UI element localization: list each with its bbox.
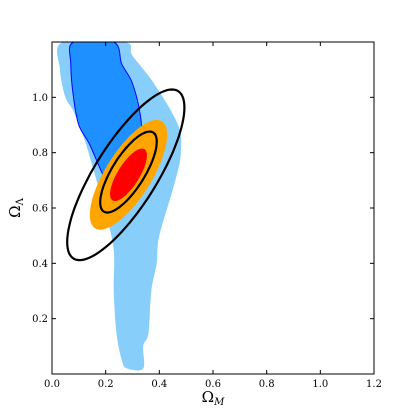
- data-layer: [57, 42, 186, 371]
- x-tick-label: 0.2: [98, 379, 114, 390]
- ellipse-inner-line: [99, 130, 158, 214]
- y-tick-label: 0.4: [32, 259, 48, 270]
- y-tick-label: 1.0: [32, 93, 48, 104]
- x-tick-label: 1.0: [312, 379, 328, 390]
- y-tick-label: 0.6: [32, 204, 48, 215]
- y-axis-label: ΩΛ: [6, 197, 26, 217]
- y-tick-label: 0.2: [32, 314, 48, 325]
- x-tick-label: 0.6: [205, 379, 221, 390]
- x-tick-label: 0.4: [151, 379, 167, 390]
- x-tick-label: 1.2: [366, 379, 382, 390]
- x-tick-label: 0.8: [259, 379, 275, 390]
- tick-layer: 0.0 0.2 0.4 0.6 0.8 1.0 1.2 0.2 0.4 0.6 0.8 1.0: [32, 42, 382, 390]
- ellipse-inner-filled: [110, 148, 147, 201]
- ellipse-outer-line: [66, 88, 186, 262]
- y-tick-label: 0.8: [32, 148, 48, 159]
- x-axis-label: ΩM: [202, 388, 225, 408]
- x-tick-label: 0.0: [44, 379, 60, 390]
